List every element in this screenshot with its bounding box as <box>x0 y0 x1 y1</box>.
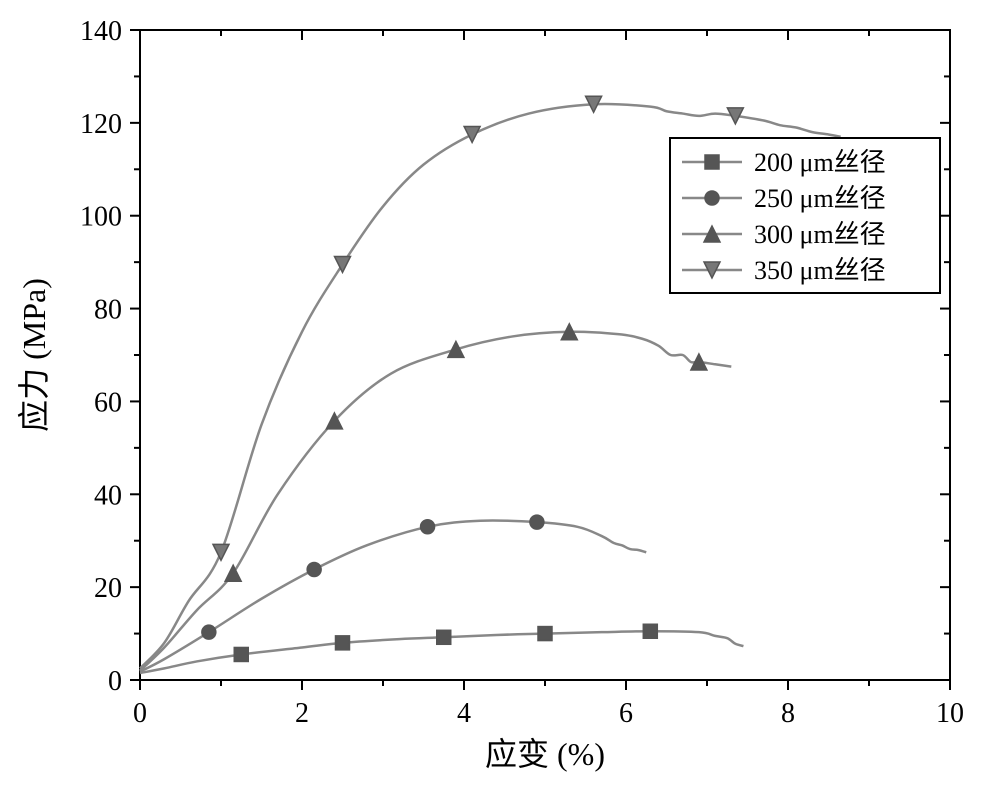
x-tick-label: 6 <box>619 698 633 729</box>
legend-marker-1 <box>705 191 719 205</box>
series-marker-0 <box>336 636 350 650</box>
legend-label-3: 350 μm丝径 <box>754 256 886 285</box>
legend-label-0: 200 μm丝径 <box>754 148 886 177</box>
series-marker-1 <box>530 515 544 529</box>
y-tick-label: 40 <box>94 480 122 511</box>
x-tick-label: 2 <box>295 698 309 729</box>
series-marker-3 <box>213 544 229 560</box>
series-marker-2 <box>448 341 464 357</box>
series-marker-0 <box>538 627 552 641</box>
y-tick-label: 60 <box>94 387 122 418</box>
x-tick-label: 8 <box>781 698 795 729</box>
y-tick-label: 140 <box>80 16 122 47</box>
series-marker-1 <box>307 563 321 577</box>
series-marker-3 <box>464 126 480 142</box>
x-tick-label: 0 <box>133 698 147 729</box>
chart-svg: 0246810020406080100120140应变 (%)应力 (MPa)2… <box>0 0 1000 791</box>
series-marker-3 <box>335 256 351 272</box>
series-marker-0 <box>643 624 657 638</box>
x-tick-label: 10 <box>936 698 964 729</box>
y-tick-label: 100 <box>80 202 122 233</box>
y-tick-label: 80 <box>94 295 122 326</box>
series-marker-2 <box>225 565 241 581</box>
x-axis-label: 应变 (%) <box>485 736 605 772</box>
y-tick-label: 0 <box>108 666 122 697</box>
x-tick-label: 4 <box>457 698 471 729</box>
y-axis-label: 应力 (MPa) <box>16 278 52 432</box>
plot-frame <box>140 30 950 680</box>
series-marker-1 <box>421 520 435 534</box>
series-line-1 <box>140 520 646 671</box>
series-marker-1 <box>202 625 216 639</box>
series-line-3 <box>140 104 841 668</box>
legend-label-2: 300 μm丝径 <box>754 220 886 249</box>
y-tick-label: 120 <box>80 109 122 140</box>
legend-label-1: 250 μm丝径 <box>754 184 886 213</box>
series-marker-0 <box>234 647 248 661</box>
stress-strain-chart: 0246810020406080100120140应变 (%)应力 (MPa)2… <box>0 0 1000 791</box>
y-tick-label: 20 <box>94 573 122 604</box>
legend-marker-0 <box>705 155 719 169</box>
series-marker-0 <box>437 630 451 644</box>
